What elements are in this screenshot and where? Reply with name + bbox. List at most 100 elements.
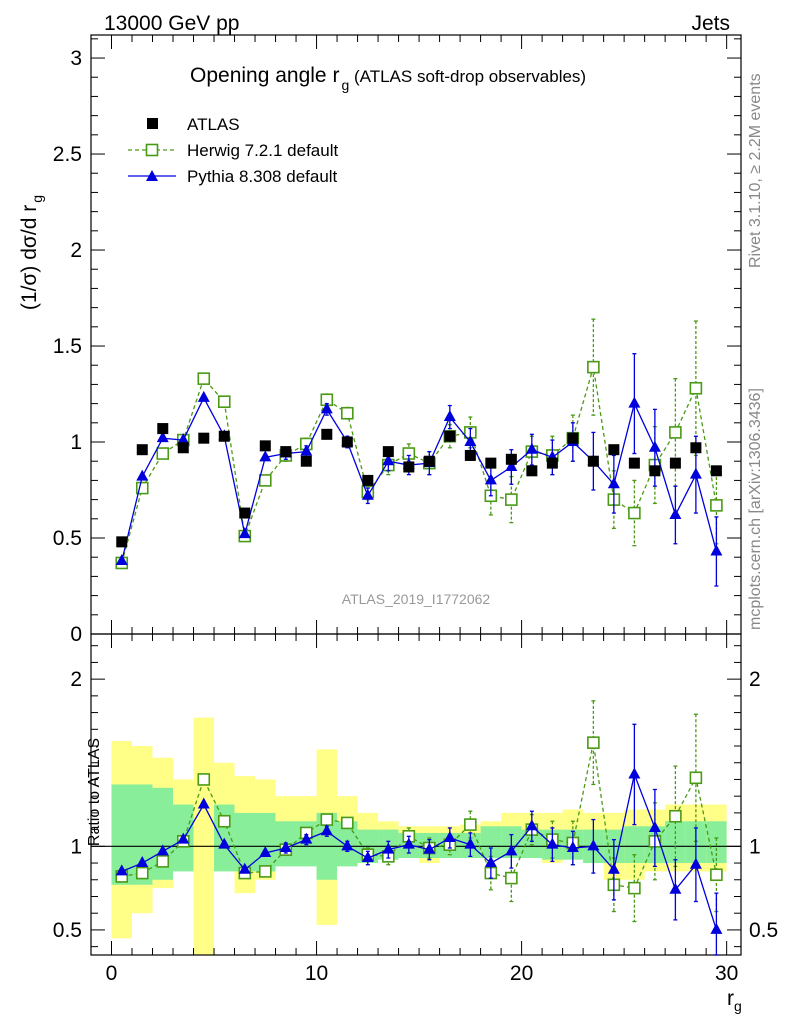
marker-2-main-19 — [505, 459, 518, 471]
marker-2-ratio-29 — [710, 922, 723, 934]
marker-0-main-0 — [116, 536, 128, 548]
ratio-y-tick-label-left-0: 0.5 — [53, 919, 82, 942]
marker-1-ratio-29 — [710, 868, 723, 882]
y-axis-label-main: (1/σ) dσ/d r — [18, 205, 41, 310]
marker-2-main-6 — [238, 527, 251, 539]
marker-2-ratio-14 — [402, 837, 415, 849]
band-inner-18 — [480, 826, 502, 859]
marker-2-ratio-25 — [628, 767, 641, 779]
series-line-1-ratio — [121, 742, 718, 889]
marker-2-main-4 — [197, 390, 210, 402]
marker-1-ratio-5 — [217, 814, 231, 828]
marker-2-main-29 — [710, 544, 723, 556]
x-tick-label-3: 30 — [715, 962, 738, 985]
marker-2-ratio-4 — [197, 797, 210, 809]
marker-0-main-2 — [157, 423, 169, 435]
marker-2-ratio-27 — [669, 882, 682, 894]
legend-marker-atlas — [147, 118, 158, 129]
marker-2-ratio-19 — [505, 844, 518, 856]
rivet-label: Rivet 3.1.10, ≥ 2.2M events — [747, 73, 764, 268]
marker-1-main-28 — [689, 381, 703, 395]
band-inner-20 — [521, 829, 543, 859]
marker-1-main-29 — [710, 499, 723, 512]
marker-0-main-13 — [382, 446, 394, 458]
marker-2-main-13 — [382, 454, 395, 466]
x-tick-label-1: 10 — [305, 962, 328, 985]
marker-1-main-19 — [505, 493, 518, 506]
marker-0-main-22 — [567, 432, 579, 444]
marker-1-main-5 — [217, 395, 231, 408]
marker-2-ratio-0 — [115, 864, 128, 876]
legend-marker-pythia — [146, 170, 158, 181]
ratio-y-tick-label-left-2: 2 — [70, 668, 82, 691]
series-line-2-ratio — [121, 772, 718, 931]
marker-2-ratio-5 — [218, 837, 231, 849]
marker-1-main-11 — [341, 406, 354, 420]
marker-1-main-2 — [156, 447, 170, 460]
mcplots-label: mcplots.cern.ch [arXiv:1306.3436] — [747, 388, 764, 630]
marker-0-main-14 — [403, 461, 415, 473]
marker-2-main-20 — [525, 442, 538, 454]
series-line-1-main — [121, 366, 718, 564]
ratio-y-tick-label-left-1: 1 — [70, 835, 82, 858]
marker-2-main-27 — [669, 507, 682, 519]
marker-2-ratio-9 — [300, 832, 313, 844]
marker-0-main-26 — [649, 465, 661, 477]
marker-2-main-2 — [156, 431, 169, 443]
legend-label-herwig: Herwig 7.2.1 default — [187, 141, 338, 160]
marker-2-ratio-12 — [361, 851, 374, 863]
marker-2-main-26 — [648, 440, 661, 452]
series-1-main — [115, 318, 723, 570]
marker-2-ratio-13 — [382, 842, 395, 854]
marker-2-ratio-28 — [689, 857, 702, 869]
marker-0-main-7 — [259, 440, 271, 452]
chart-marks: 0 10 20 30 0 0.5 1 1.5 2 2.5 3 0.5 0.5 1 1 2 2 — [53, 34, 778, 985]
marker-2-ratio-23 — [587, 839, 600, 851]
marker-1-ratio-25 — [628, 881, 641, 895]
band-outer-4 — [193, 717, 215, 955]
svg-text:(1/σ) dσ/d rg: (1/σ) dσ/d r g — [18, 195, 45, 310]
marker-1-ratio-4 — [197, 773, 211, 786]
marker-0-main-4 — [198, 432, 210, 444]
marker-0-main-29 — [710, 465, 722, 477]
marker-1-ratio-1 — [135, 866, 149, 880]
marker-2-ratio-20 — [525, 819, 538, 831]
y-tick-label-6: 3 — [70, 47, 82, 70]
marker-0-main-8 — [280, 446, 292, 458]
marker-2-ratio-17 — [464, 837, 477, 849]
marker-2-ratio-16 — [443, 830, 456, 842]
series-2-main — [115, 353, 723, 587]
marker-1-ratio-10 — [320, 813, 334, 826]
marker-0-main-21 — [546, 457, 558, 469]
legend-entry-herwig: Herwig 7.2.1 default — [128, 141, 338, 160]
marker-1-ratio-27 — [669, 809, 682, 823]
marker-1-ratio-7 — [258, 865, 272, 878]
ratio-y-tick-label-right-1: 1 — [749, 835, 761, 858]
y-axis-label-sub: g — [29, 195, 45, 203]
legend-label-atlas: ATLAS — [187, 115, 240, 134]
marker-2-main-1 — [136, 469, 149, 481]
marker-2-main-12 — [361, 488, 374, 500]
data-series — [115, 318, 723, 956]
marker-0-main-24 — [608, 444, 620, 456]
marker-1-ratio-23 — [587, 736, 600, 749]
x-tick-label-0: 0 — [106, 962, 118, 985]
x-axis-label: rg — [727, 987, 742, 1014]
y-axis-label: (1/σ) dσ/d r g — [18, 195, 45, 310]
marker-2-ratio-26 — [648, 820, 661, 832]
legend-marker-herwig — [145, 143, 159, 157]
marker-2-main-10 — [320, 402, 333, 414]
marker-0-main-19 — [505, 453, 517, 465]
y-tick-label-1: 0.5 — [53, 527, 82, 550]
band-inner-29 — [706, 821, 727, 864]
marker-2-ratio-21 — [546, 837, 559, 849]
marker-0-main-18 — [485, 457, 497, 469]
marker-0-main-27 — [669, 457, 681, 469]
band-inner-6 — [234, 812, 256, 872]
marker-2-ratio-10 — [320, 824, 333, 836]
series-2-ratio — [115, 723, 723, 956]
marker-0-main-25 — [628, 457, 640, 469]
x-tick-label-2: 20 — [510, 962, 533, 985]
